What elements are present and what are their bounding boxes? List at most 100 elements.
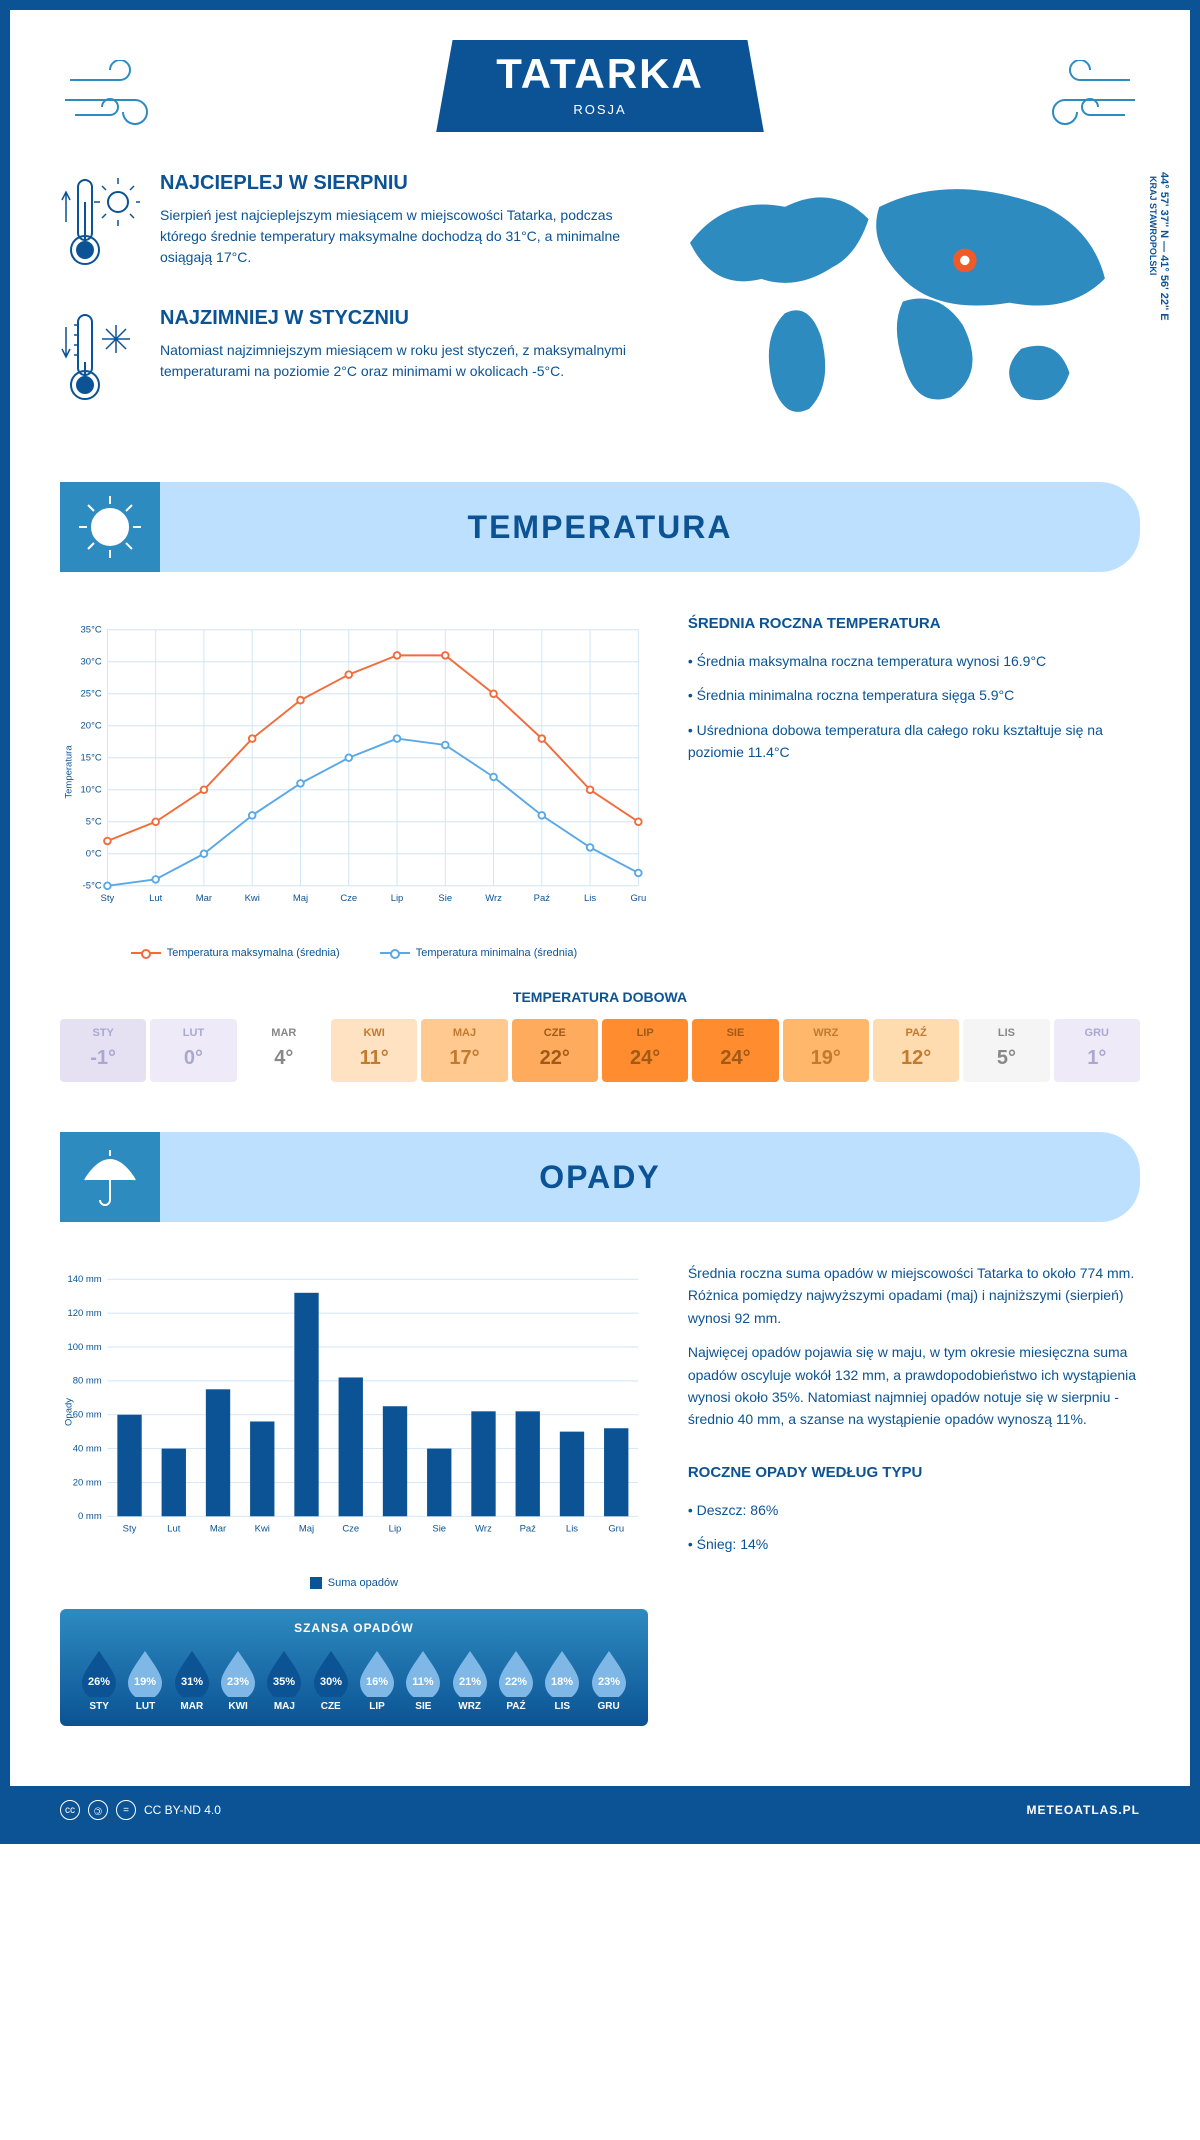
svg-text:40 mm: 40 mm [73, 1443, 102, 1454]
svg-text:0°C: 0°C [86, 849, 102, 860]
svg-text:20°C: 20°C [81, 721, 102, 732]
page-subtitle: ROSJA [496, 102, 704, 117]
section-opady-head: OPADY [60, 1132, 1140, 1222]
svg-text:26%: 26% [88, 1676, 110, 1688]
svg-text:Paź: Paź [520, 1523, 537, 1534]
svg-text:Lut: Lut [167, 1523, 181, 1534]
svg-text:20 mm: 20 mm [73, 1477, 102, 1488]
svg-text:Gru: Gru [608, 1523, 624, 1534]
warm-block: NAJCIEPLEJ W SIERPNIU Sierpień jest najc… [60, 172, 627, 277]
wind-deco-left [60, 60, 170, 145]
svg-text:Temperatura: Temperatura [63, 745, 74, 799]
svg-text:Lip: Lip [391, 893, 404, 904]
rain-chance-drop: 35%MAJ [261, 1647, 307, 1712]
svg-text:Lip: Lip [389, 1523, 402, 1534]
precipitation-bar-chart: 0 mm20 mm40 mm60 mm80 mm100 mm120 mm140 … [60, 1262, 648, 1562]
svg-text:11%: 11% [413, 1676, 435, 1688]
daily-temp-row: STY-1°LUT0°MAR4°KWI11°MAJ17°CZE22°LIP24°… [60, 1019, 1140, 1082]
annual-temp-title: ŚREDNIA ROCZNA TEMPERATURA [688, 612, 1140, 636]
footer: cc 🄯 = CC BY-ND 4.0 METEOATLAS.PL [10, 1786, 1190, 1834]
svg-text:Cze: Cze [342, 1523, 359, 1534]
cc-icon: cc [60, 1800, 80, 1820]
precip-type-title: ROCZNE OPADY WEDŁUG TYPU [688, 1461, 1140, 1485]
rain-chance-drop: 11%SIE [400, 1647, 446, 1712]
warm-title: NAJCIEPLEJ W SIERPNIU [160, 172, 627, 195]
by-icon: 🄯 [88, 1800, 108, 1820]
daily-temp-cell: KWI11° [331, 1019, 417, 1082]
svg-text:18%: 18% [551, 1676, 573, 1688]
svg-text:35°C: 35°C [81, 625, 102, 636]
svg-text:Kwi: Kwi [245, 893, 260, 904]
svg-text:10°C: 10°C [81, 785, 102, 796]
world-map [667, 172, 1140, 437]
svg-text:5°C: 5°C [86, 817, 102, 828]
svg-text:Sie: Sie [432, 1523, 446, 1534]
svg-text:140 mm: 140 mm [67, 1274, 101, 1285]
section-temperatura-head: TEMPERATURA [60, 482, 1140, 572]
sun-icon [60, 492, 160, 562]
svg-text:Gru: Gru [630, 893, 646, 904]
rain-chance-drop: 21%WRZ [447, 1647, 493, 1712]
svg-text:60 mm: 60 mm [73, 1410, 102, 1421]
rain-chance-drop: 23%KWI [215, 1647, 261, 1712]
page-title: TATARKA [496, 50, 704, 98]
daily-temp-cell: MAJ17° [421, 1019, 507, 1082]
temperature-line-chart: -5°C0°C5°C10°C15°C20°C25°C30°C35°CStyLut… [60, 612, 648, 932]
header: TATARKA ROSJA [60, 40, 1140, 132]
daily-temp-cell: LUT0° [150, 1019, 236, 1082]
svg-text:80 mm: 80 mm [73, 1376, 102, 1387]
precip-para2: Najwięcej opadów pojawia się w maju, w t… [688, 1341, 1140, 1431]
svg-text:Cze: Cze [340, 893, 357, 904]
cold-block: NAJZIMNIEJ W STYCZNIU Natomiast najzimni… [60, 307, 627, 412]
svg-text:0 mm: 0 mm [78, 1511, 102, 1522]
daily-temp-cell: LIP24° [602, 1019, 688, 1082]
svg-text:Paź: Paź [534, 893, 551, 904]
svg-text:Opady: Opady [63, 1398, 74, 1426]
svg-text:30°C: 30°C [81, 657, 102, 668]
svg-text:30%: 30% [320, 1676, 342, 1688]
svg-text:Sie: Sie [438, 893, 452, 904]
precip-para1: Średnia roczna suma opadów w miejscowośc… [688, 1262, 1140, 1329]
svg-text:Wrz: Wrz [475, 1523, 492, 1534]
daily-temp-cell: LIS5° [963, 1019, 1049, 1082]
daily-temp-cell: MAR4° [241, 1019, 327, 1082]
daily-temp-cell: GRU1° [1054, 1019, 1140, 1082]
thermometer-sun-icon [60, 172, 140, 277]
svg-text:Mar: Mar [210, 1523, 226, 1534]
svg-text:16%: 16% [366, 1676, 388, 1688]
svg-text:Mar: Mar [196, 893, 212, 904]
svg-text:-5°C: -5°C [83, 881, 102, 892]
svg-text:Lut: Lut [149, 893, 163, 904]
svg-text:15°C: 15°C [81, 753, 102, 764]
svg-text:19%: 19% [134, 1676, 156, 1688]
rain-chance-drop: 19%LUT [122, 1647, 168, 1712]
svg-text:Maj: Maj [293, 893, 308, 904]
svg-text:Maj: Maj [299, 1523, 314, 1534]
precipitation-chance: SZANSA OPADÓW 26%STY19%LUT31%MAR23%KWI35… [60, 1609, 648, 1726]
daily-temp-cell: SIE24° [692, 1019, 778, 1082]
svg-text:Kwi: Kwi [255, 1523, 270, 1534]
daily-temp-cell: PAŹ12° [873, 1019, 959, 1082]
daily-temp-cell: WRZ19° [783, 1019, 869, 1082]
svg-text:Sty: Sty [101, 893, 115, 904]
svg-text:Wrz: Wrz [485, 893, 502, 904]
svg-text:35%: 35% [273, 1676, 295, 1688]
rain-chance-drop: 22%PAŹ [493, 1647, 539, 1712]
svg-text:Sty: Sty [123, 1523, 137, 1534]
svg-text:31%: 31% [181, 1676, 203, 1688]
svg-text:Lis: Lis [566, 1523, 578, 1534]
rain-chance-drop: 31%MAR [169, 1647, 215, 1712]
rain-chance-drop: 18%LIS [539, 1647, 585, 1712]
site-name: METEOATLAS.PL [1027, 1803, 1140, 1817]
rain-chance-drop: 16%LIP [354, 1647, 400, 1712]
umbrella-icon [60, 1142, 160, 1212]
svg-text:21%: 21% [459, 1676, 481, 1688]
rain-chance-drop: 26%STY [76, 1647, 122, 1712]
svg-text:120 mm: 120 mm [67, 1308, 101, 1319]
rain-chance-drop: 30%CZE [308, 1647, 354, 1712]
svg-text:23%: 23% [598, 1676, 620, 1688]
thermometer-snow-icon [60, 307, 140, 412]
daily-temp-cell: CZE22° [512, 1019, 598, 1082]
wind-deco-right [1030, 60, 1140, 145]
nd-icon: = [116, 1800, 136, 1820]
